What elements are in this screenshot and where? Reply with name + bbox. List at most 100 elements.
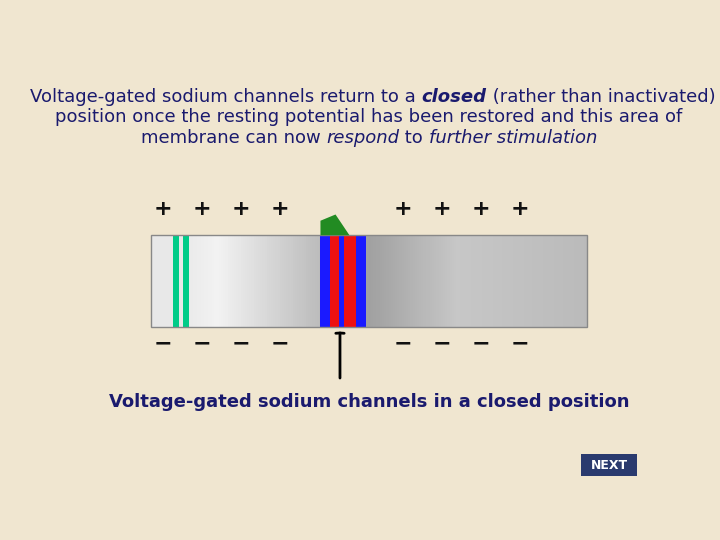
Bar: [184, 235, 186, 327]
Bar: [153, 235, 156, 327]
Bar: [199, 235, 202, 327]
Bar: [443, 235, 446, 327]
Bar: [158, 235, 161, 327]
Bar: [510, 235, 513, 327]
Bar: [162, 235, 165, 327]
Bar: [321, 235, 324, 327]
Bar: [341, 235, 343, 327]
Text: respond: respond: [326, 129, 399, 147]
Bar: [302, 235, 305, 327]
Bar: [191, 235, 193, 327]
Bar: [454, 235, 456, 327]
Bar: [312, 235, 315, 327]
Bar: [215, 235, 217, 327]
Bar: [389, 235, 392, 327]
Bar: [197, 235, 200, 327]
Bar: [151, 235, 179, 327]
Bar: [472, 235, 474, 327]
Text: (rather than inactivated): (rather than inactivated): [487, 87, 715, 106]
Text: −: −: [510, 333, 529, 353]
Bar: [262, 235, 265, 327]
Text: +: +: [432, 199, 451, 219]
Bar: [189, 235, 191, 327]
Bar: [378, 235, 380, 327]
Bar: [168, 235, 171, 327]
Bar: [462, 235, 465, 327]
Bar: [536, 235, 539, 327]
Bar: [547, 235, 550, 327]
Bar: [541, 235, 544, 327]
Bar: [578, 235, 580, 327]
Bar: [269, 235, 271, 327]
Bar: [182, 235, 184, 327]
Bar: [297, 235, 300, 327]
Bar: [225, 235, 228, 327]
Bar: [432, 235, 435, 327]
Bar: [581, 454, 636, 476]
Bar: [280, 235, 282, 327]
Bar: [436, 235, 439, 327]
Bar: [164, 235, 167, 327]
Bar: [387, 235, 389, 327]
Bar: [372, 235, 374, 327]
Text: +: +: [510, 199, 529, 219]
Bar: [202, 235, 204, 327]
Text: −: −: [432, 333, 451, 353]
Text: +: +: [393, 199, 412, 219]
Bar: [282, 235, 284, 327]
Bar: [354, 235, 356, 327]
Bar: [567, 235, 570, 327]
Bar: [304, 235, 307, 327]
Bar: [258, 235, 261, 327]
Bar: [447, 235, 450, 327]
Text: −: −: [271, 333, 289, 353]
Bar: [519, 235, 522, 327]
Bar: [183, 235, 189, 327]
Bar: [356, 235, 366, 327]
Bar: [180, 235, 182, 327]
Text: position once the resting potential has been restored and this area of: position once the resting potential has …: [55, 109, 683, 126]
Bar: [415, 235, 418, 327]
Bar: [319, 235, 322, 327]
Text: −: −: [393, 333, 412, 353]
Bar: [308, 235, 311, 327]
Bar: [508, 235, 511, 327]
Bar: [556, 235, 559, 327]
Bar: [391, 235, 394, 327]
Bar: [400, 235, 402, 327]
Bar: [287, 235, 289, 327]
Bar: [560, 235, 563, 327]
Bar: [243, 235, 246, 327]
Bar: [495, 235, 498, 327]
Bar: [570, 235, 572, 327]
Bar: [317, 235, 320, 327]
Bar: [328, 235, 330, 327]
Bar: [204, 235, 207, 327]
Bar: [256, 235, 258, 327]
Bar: [576, 235, 578, 327]
Bar: [351, 235, 354, 327]
Bar: [552, 235, 554, 327]
Polygon shape: [320, 214, 349, 235]
Bar: [310, 235, 313, 327]
Bar: [493, 235, 496, 327]
Bar: [563, 235, 565, 327]
Bar: [395, 235, 398, 327]
Bar: [451, 235, 454, 327]
Bar: [515, 235, 518, 327]
Bar: [434, 235, 437, 327]
Bar: [500, 235, 503, 327]
Bar: [382, 235, 384, 327]
Bar: [364, 235, 367, 327]
Bar: [534, 235, 537, 327]
Bar: [219, 235, 222, 327]
Bar: [264, 235, 267, 327]
Text: +: +: [271, 199, 289, 219]
Bar: [195, 235, 197, 327]
Bar: [419, 235, 422, 327]
Bar: [574, 235, 576, 327]
Bar: [428, 235, 431, 327]
Bar: [193, 235, 195, 327]
Bar: [558, 235, 561, 327]
Bar: [376, 235, 378, 327]
